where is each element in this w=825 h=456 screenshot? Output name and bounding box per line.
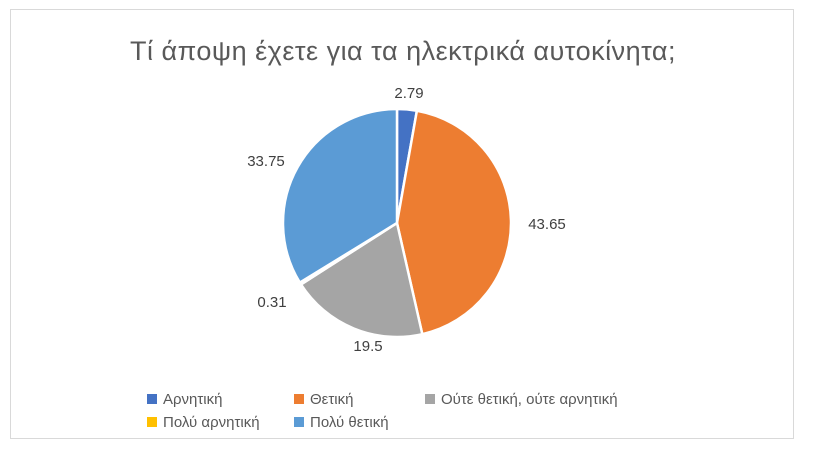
legend-label: Πολύ αρνητική <box>163 414 260 431</box>
legend-swatch <box>147 394 157 405</box>
legend-swatch <box>294 394 304 405</box>
legend-label: Ούτε θετική, ούτε αρνητική <box>441 391 618 408</box>
pie-slice-4 <box>281 107 399 284</box>
data-label-2: 19.5 <box>353 338 382 355</box>
data-label-4: 33.75 <box>247 153 285 170</box>
data-label-3: 0.31 <box>257 294 286 311</box>
data-label-0: 2.79 <box>394 85 423 102</box>
legend-label: Αρνητική <box>163 391 223 408</box>
legend-swatch <box>425 394 435 405</box>
legend-swatch <box>294 417 304 428</box>
legend-item-thetiki: Θετική <box>294 390 353 410</box>
chart-title: Τί άποψη έχετε για τα ηλεκτρικά αυτοκίνη… <box>129 36 677 66</box>
legend-label: Πολύ θετική <box>310 414 389 431</box>
legend-item-poly-arnitiki: Πολύ αρνητική <box>147 413 260 433</box>
legend-item-arnitiki: Αρνητική <box>147 390 222 410</box>
pie-slice-2 <box>299 221 424 339</box>
legend-item-oute: Ούτε θετική, ούτε αρνητική <box>425 390 618 410</box>
legend-swatch <box>147 417 157 428</box>
pie-slice-1 <box>395 109 513 336</box>
pie-chart: 2.79 43.65 19.5 0.31 33.75 <box>247 85 566 355</box>
data-label-1: 43.65 <box>528 216 566 233</box>
legend-label: Θετική <box>310 391 354 408</box>
chart-area: Τί άποψη έχετε για τα ηλεκτρικά αυτοκίνη… <box>10 9 794 439</box>
legend-item-poly-thetiki: Πολύ θετική <box>294 413 389 433</box>
